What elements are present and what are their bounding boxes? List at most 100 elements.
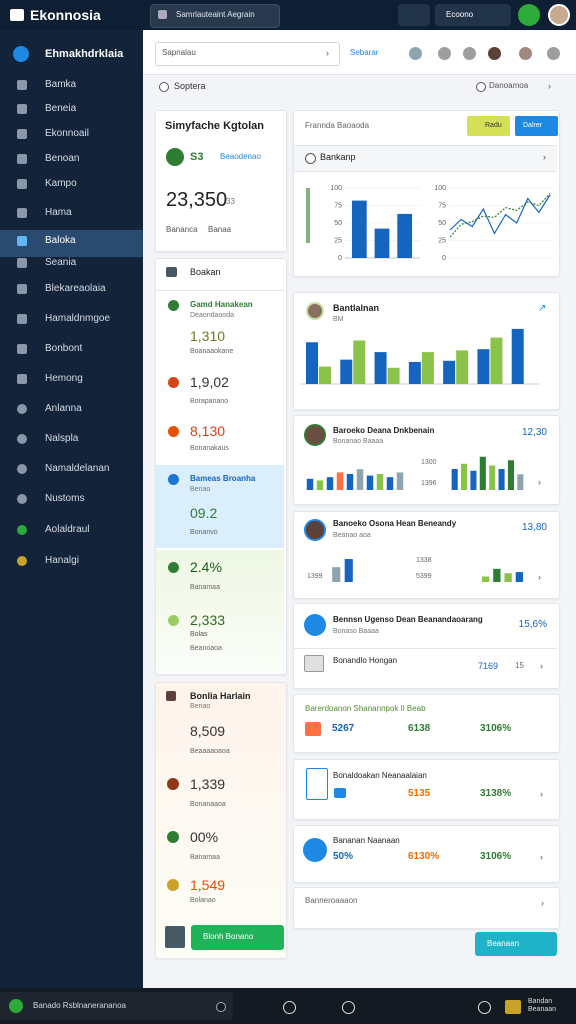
nav-item[interactable]: Hamaldnmgoe [45,313,111,324]
nav-icon [17,374,27,384]
card [155,682,287,959]
nav-icon [17,464,27,474]
bar [316,480,324,490]
nav-icon [17,179,27,189]
bar [306,342,318,384]
nav-item[interactable]: Namaldelanan [45,463,110,474]
bar [481,576,490,582]
yellow-button-text: Radu [485,122,502,129]
total-note: Bolanao [190,897,216,904]
bar [351,200,367,258]
mini-label: 1396 [421,480,437,487]
account-button[interactable] [435,4,511,26]
nav-item[interactable]: Blekareaolaia [45,283,106,294]
chevron: › [541,898,544,908]
nav-item[interactable]: Baloka [45,235,76,246]
bar [456,350,469,384]
card-title: Barerdoanon Shanannpok Il Beab [305,704,426,713]
brand: Ekonnosia [30,7,101,23]
card [293,887,560,929]
y-tick-label: 75 [438,202,446,209]
status-icon [9,999,23,1013]
card-sub: Bonanao Baaaa [333,438,384,445]
breadcrumb-icon [159,82,169,92]
nav-item[interactable]: Hanalgi [45,555,79,566]
nav-item[interactable]: Aolaldraul [45,524,90,535]
bar [306,478,314,490]
totals-title: Bonlia Harlain [190,691,251,701]
status-badge [518,4,540,26]
nav-item[interactable]: Bonbont [45,343,83,354]
avatar [548,4,570,26]
search[interactable] [150,4,280,28]
mini-label: 1399 [307,573,323,580]
stat-c: 3106% [480,723,512,734]
summary-left: Bananca [166,225,198,234]
summary-badge: S3 [190,151,204,163]
nav-item[interactable]: Nustoms [45,493,85,504]
nav-item[interactable]: Ekonnoail [45,128,89,139]
bar [477,349,490,384]
nav-item[interactable]: Kampo [45,178,77,189]
section-row[interactable] [294,145,557,172]
nav-item[interactable]: Hama [45,207,72,218]
yellow-button[interactable] [467,116,510,136]
metric-icon [167,614,179,626]
total-value: 8,509 [190,723,226,739]
metric-icon [167,561,179,573]
nav-icon [17,284,27,294]
summary-right: Banaa [208,225,232,234]
chart [332,559,353,582]
nav-item[interactable]: Benoan [45,153,80,164]
metric-value: 1,9,02 [190,374,229,390]
metric-note: Banamaa [190,584,220,591]
nav-item[interactable]: Beneia [45,103,77,114]
toolbar-icon [462,46,476,60]
divider [294,648,557,649]
metric-note: Bonanakaus [190,445,229,452]
summary-value: 23,350 [166,189,228,211]
line [449,193,551,238]
y-tick-label: 50 [438,220,446,227]
bar [397,213,413,258]
bar [461,463,468,490]
chevron: › [540,789,543,799]
chart [306,469,404,490]
bar [490,337,503,384]
metric-label: Gamd Hanakean [190,300,253,309]
action-button[interactable] [475,932,557,956]
search-icon [158,10,167,19]
nav-item[interactable]: Hemong [45,373,83,384]
bar [479,456,486,490]
nav-item[interactable]: Nalspla [45,433,79,444]
nav-item[interactable]: Seania [45,257,77,268]
card [293,110,560,277]
logo-icon [10,9,24,21]
y-tick-label: 50 [334,220,342,227]
nav-icon [17,556,27,566]
metric-sub: Benao [190,486,211,493]
card-title: Bennsn Ugenso Dean Beanandaoarang [333,615,483,624]
summary-badge-icon [166,148,184,166]
metric-value: 2,333 [190,612,226,628]
icon [306,768,328,800]
card-title: Bantlalnan [333,303,380,313]
card [155,110,287,252]
blue-button[interactable] [515,116,558,136]
total-value: 1,549 [190,877,226,893]
green-button[interactable] [191,925,284,950]
mini-label: 1338 [416,557,432,564]
bar [498,469,505,490]
stat-c: 3106% [480,851,512,862]
y-tick-label: 25 [438,237,446,244]
icon-button[interactable] [398,4,430,26]
y-tick-label: 75 [334,202,342,209]
nav-item[interactable]: Bamka [45,79,77,90]
nav-item[interactable]: Anlanna [45,403,82,414]
metric-icon [167,299,179,311]
select[interactable] [155,42,340,66]
bar [507,460,514,490]
toolbar-link[interactable]: Sebarar [350,48,379,57]
chevron: › [326,48,329,58]
